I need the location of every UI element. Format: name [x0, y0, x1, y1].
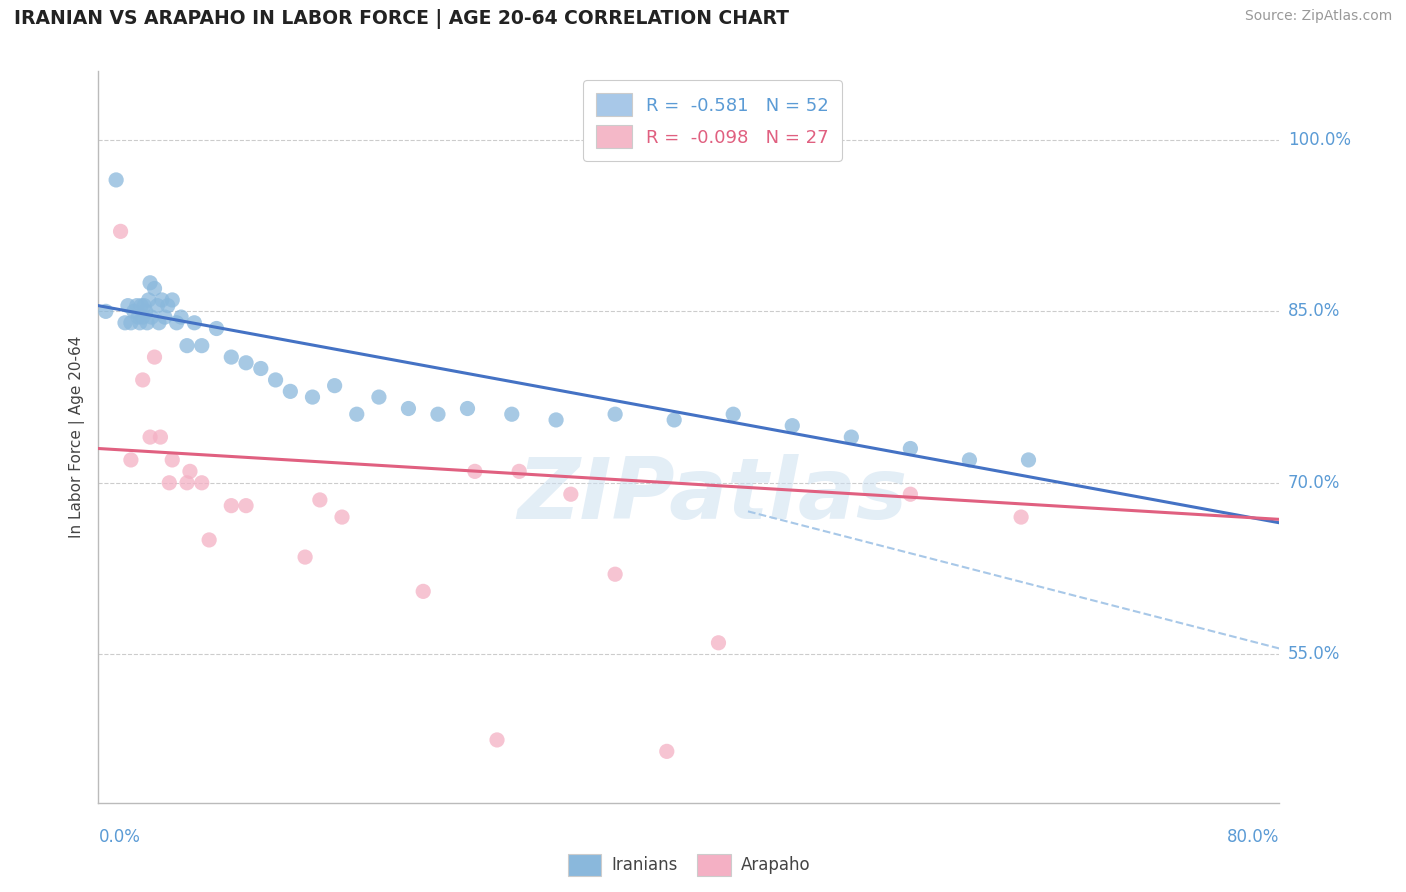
Point — [129, 299, 152, 313]
Point — [120, 453, 142, 467]
Text: 0.0%: 0.0% — [98, 828, 141, 846]
Point — [655, 744, 678, 758]
Point — [136, 316, 159, 330]
Point — [153, 310, 176, 324]
Point — [605, 407, 627, 421]
Point — [368, 390, 391, 404]
Text: ZIPatlas: ZIPatlas — [517, 454, 908, 537]
Text: 85.0%: 85.0% — [1288, 302, 1340, 320]
Point — [134, 299, 156, 313]
Point — [721, 407, 744, 421]
Point — [176, 339, 198, 353]
Point — [139, 276, 162, 290]
Point — [508, 464, 530, 478]
Point — [900, 442, 922, 456]
Point — [157, 475, 180, 490]
Point — [146, 299, 169, 313]
Text: 80.0%: 80.0% — [1227, 828, 1279, 846]
Point — [839, 430, 862, 444]
Point — [132, 373, 155, 387]
Point — [138, 293, 160, 307]
Point — [150, 293, 173, 307]
Point — [330, 510, 353, 524]
Point — [346, 407, 368, 421]
Point — [191, 339, 214, 353]
Point — [139, 430, 162, 444]
Point — [323, 378, 346, 392]
Point — [143, 281, 166, 295]
Point — [486, 733, 509, 747]
Text: 55.0%: 55.0% — [1288, 645, 1340, 664]
Point — [143, 350, 166, 364]
Y-axis label: In Labor Force | Age 20-64: In Labor Force | Age 20-64 — [69, 336, 84, 538]
Point — [183, 316, 205, 330]
Text: 70.0%: 70.0% — [1288, 474, 1340, 491]
Point — [94, 304, 117, 318]
Point — [396, 401, 419, 416]
Point — [464, 464, 486, 478]
Legend: Iranians, Arapaho: Iranians, Arapaho — [561, 847, 817, 882]
Point — [166, 316, 188, 330]
Point — [294, 550, 316, 565]
Point — [120, 316, 142, 330]
Point — [664, 413, 686, 427]
Point — [278, 384, 302, 399]
Point — [105, 173, 128, 187]
Point — [149, 430, 172, 444]
Point — [179, 464, 201, 478]
Point — [501, 407, 523, 421]
Point — [162, 293, 183, 307]
Point — [544, 413, 567, 427]
Point — [198, 533, 221, 547]
Point — [205, 321, 228, 335]
Point — [250, 361, 273, 376]
Point — [176, 475, 198, 490]
Point — [114, 316, 136, 330]
Point — [900, 487, 922, 501]
Point — [110, 224, 132, 238]
Point — [219, 499, 242, 513]
Point — [412, 584, 434, 599]
Point — [456, 401, 478, 416]
Point — [127, 310, 149, 324]
Point — [959, 453, 981, 467]
Text: IRANIAN VS ARAPAHO IN LABOR FORCE | AGE 20-64 CORRELATION CHART: IRANIAN VS ARAPAHO IN LABOR FORCE | AGE … — [14, 9, 789, 29]
Point — [1010, 510, 1032, 524]
Point — [707, 636, 730, 650]
Point — [301, 390, 323, 404]
Point — [560, 487, 582, 501]
Point — [219, 350, 242, 364]
Point — [427, 407, 450, 421]
Text: Source: ZipAtlas.com: Source: ZipAtlas.com — [1244, 9, 1392, 23]
Text: 100.0%: 100.0% — [1288, 131, 1351, 149]
Point — [148, 316, 170, 330]
Point — [125, 299, 148, 313]
Point — [191, 475, 214, 490]
Point — [605, 567, 627, 582]
Point — [141, 310, 163, 324]
Point — [132, 310, 155, 324]
Point — [170, 310, 193, 324]
Point — [309, 492, 332, 507]
Point — [117, 299, 139, 313]
Point — [128, 316, 150, 330]
Point — [235, 356, 257, 370]
Point — [782, 418, 804, 433]
Point — [156, 299, 179, 313]
Point — [162, 453, 183, 467]
Point — [235, 499, 257, 513]
Point — [264, 373, 287, 387]
Point — [122, 304, 145, 318]
Point — [135, 304, 157, 318]
Point — [1017, 453, 1039, 467]
